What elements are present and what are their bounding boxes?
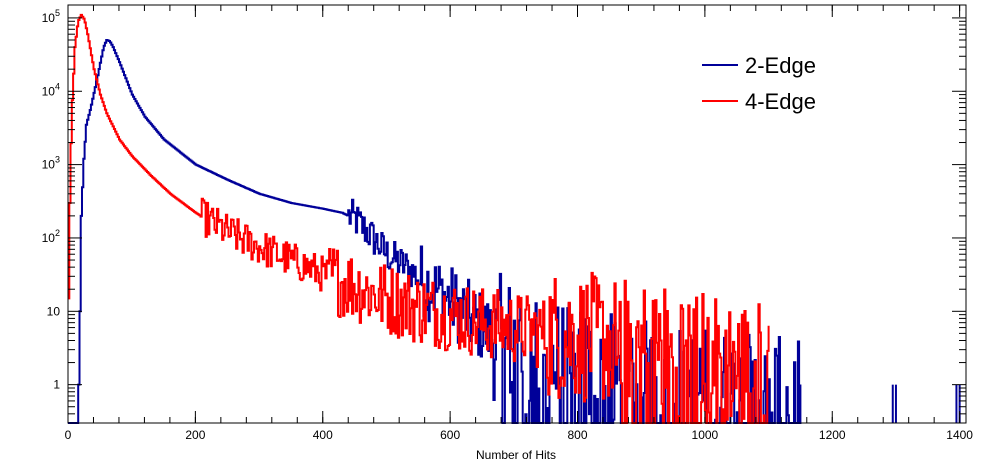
y-tick-label: 1 <box>53 378 60 392</box>
x-axis-label: Number of Hits <box>476 448 556 462</box>
x-tick-label: 400 <box>313 428 333 442</box>
y-tick-label: 103 <box>42 155 60 172</box>
x-tick-label: 800 <box>567 428 587 442</box>
y-tick-label: 105 <box>42 8 60 25</box>
y-tick-label: 104 <box>42 81 60 98</box>
x-tick-label: 1400 <box>946 428 973 442</box>
x-tick-label: 1000 <box>692 428 719 442</box>
legend: 2-Edge 4-Edge <box>702 53 816 114</box>
legend-label-1: 2-Edge <box>745 53 816 78</box>
plot-frame <box>67 4 967 424</box>
x-tick-label: 200 <box>185 428 205 442</box>
axes: 0 200 400 600 800 1000 1200 1400 1 10 102 103 104 105 <box>42 4 973 442</box>
series-line-1 <box>68 39 802 424</box>
legend-label-2: 4-Edge <box>745 89 816 114</box>
y-tick-label: 10 <box>47 304 61 318</box>
x-tick-label: 0 <box>65 428 72 442</box>
y-tick-label: 102 <box>42 228 60 245</box>
x-tick-label: 1200 <box>819 428 846 442</box>
x-tick-label: 600 <box>440 428 460 442</box>
